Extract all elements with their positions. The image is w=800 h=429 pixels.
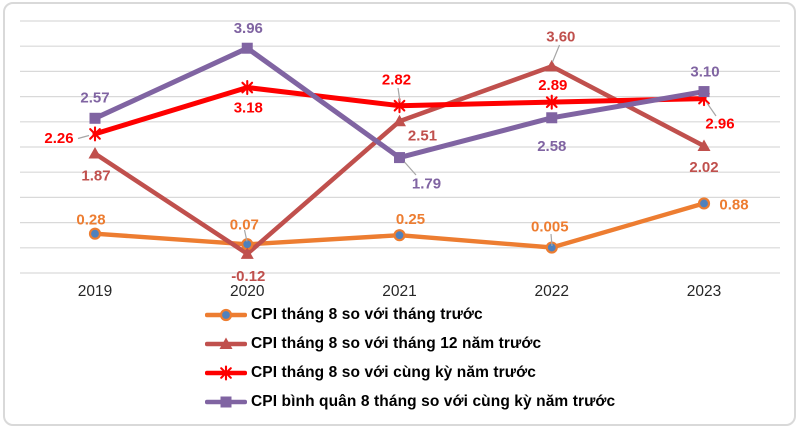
data-label: 2.26	[44, 130, 73, 147]
x-axis-label: 2021	[382, 283, 416, 300]
data-label: 1.79	[412, 176, 441, 193]
x-axis-label: 2022	[535, 283, 569, 300]
triangle-marker-icon	[88, 147, 102, 159]
label-leader-line	[404, 161, 417, 176]
square-marker-icon	[698, 86, 710, 98]
legend-line-triangle-marker-icon	[205, 337, 247, 349]
data-label: 3.18	[234, 100, 263, 117]
asterisk-marker-icon	[545, 96, 558, 109]
legend-line-circle-marker-icon	[205, 308, 247, 321]
square-marker-icon	[220, 396, 232, 407]
data-label: 0.25	[396, 211, 425, 228]
data-label: 2.89	[538, 77, 567, 94]
data-label: 3.96	[234, 20, 263, 37]
square-marker-icon	[546, 112, 558, 124]
square-marker-icon	[89, 112, 101, 124]
circle-marker-icon	[697, 197, 711, 210]
legend-line-asterisk-marker-icon	[205, 364, 247, 381]
square-marker-icon	[394, 152, 405, 164]
data-label: 3.60	[546, 28, 575, 45]
data-label: 0.28	[76, 212, 105, 229]
data-label: 2.02	[689, 159, 718, 176]
circle-marker-icon	[393, 229, 406, 242]
x-axis-label: 2019	[78, 283, 112, 300]
legend-label: CPI tháng 8 so với cùng kỳ năm trước	[251, 363, 536, 381]
data-label: 2.58	[537, 138, 566, 155]
legend-item-cpi-8month-avg-vs-same-period: CPI bình quân 8 tháng so với cùng kỳ năm…	[205, 387, 615, 416]
data-label: 1.87	[81, 168, 110, 185]
label-leader-line	[397, 87, 401, 102]
data-label: 2.51	[408, 127, 437, 144]
triangle-marker-icon	[240, 247, 254, 259]
data-label: 0.88	[719, 196, 748, 213]
legend-item-cpi-vs-same-period-prev-year: CPI tháng 8 so với cùng kỳ năm trước	[205, 358, 615, 387]
asterisk-marker-icon	[393, 99, 406, 112]
triangle-marker-icon	[393, 114, 406, 127]
x-axis-label: 2023	[687, 283, 721, 300]
legend-item-cpi-vs-dec-prev-year: CPI tháng 8 so với tháng 12 năm trước	[205, 329, 615, 358]
square-marker-icon	[241, 42, 253, 54]
label-leader-line	[550, 233, 553, 247]
legend-label: CPI bình quân 8 tháng so với cùng kỳ năm…	[251, 392, 616, 410]
label-leader-line	[551, 44, 561, 63]
legend-line-square-marker-icon	[205, 396, 247, 407]
triangle-marker-icon	[697, 139, 711, 151]
asterisk-marker-icon	[220, 366, 232, 379]
legend-item-cpi-vs-prev-month: CPI tháng 8 so với tháng trước	[205, 300, 615, 329]
asterisk-marker-icon	[241, 81, 254, 94]
label-leader-line	[243, 229, 248, 242]
asterisk-marker-icon	[89, 128, 101, 140]
data-label: 2.96	[705, 116, 734, 133]
data-label: 0.07	[230, 216, 259, 233]
legend-label: CPI tháng 8 so với tháng trước	[251, 305, 483, 323]
data-label: 0.005	[531, 219, 569, 236]
data-label: 2.82	[382, 72, 411, 89]
data-label: 2.57	[80, 89, 109, 106]
chart-legend: CPI tháng 8 so với tháng trước CPI tháng…	[205, 300, 615, 416]
circle-marker-icon	[88, 227, 102, 240]
legend-label: CPI tháng 8 so với tháng 12 năm trước	[251, 334, 542, 352]
triangle-marker-icon	[545, 59, 559, 72]
label-leader-line	[706, 102, 717, 117]
x-axis-label: 2020	[230, 283, 265, 300]
circle-marker-icon	[219, 308, 233, 321]
label-leader-line	[77, 134, 90, 140]
data-label: 3.10	[690, 64, 719, 81]
data-label: -0.12	[231, 268, 265, 285]
triangle-marker-icon	[219, 337, 233, 349]
